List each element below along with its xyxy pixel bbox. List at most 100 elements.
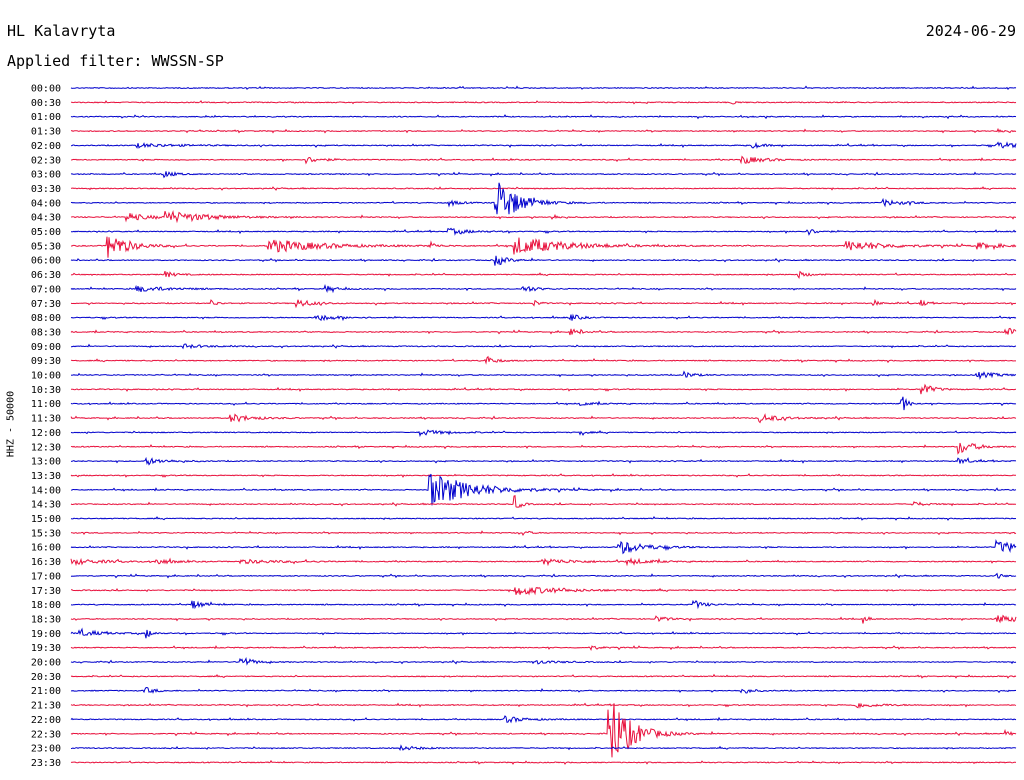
trace-line: [70, 702, 1017, 709]
trace-line: [70, 383, 1017, 395]
row-label: 14:30: [31, 500, 61, 511]
row-label: 00:00: [31, 84, 61, 95]
row-label: 14:00: [31, 485, 61, 496]
trace-line: [70, 473, 1017, 478]
trace-line: [70, 355, 1016, 365]
row-label: 07:30: [31, 299, 61, 310]
row-label: 09:30: [31, 356, 61, 367]
row-label: 01:00: [31, 112, 61, 123]
row-label: 17:00: [31, 571, 61, 582]
trace-line: [70, 182, 1017, 215]
trace-line: [70, 284, 1017, 294]
trace-line: [70, 100, 1017, 105]
trace-line: [70, 141, 1017, 149]
trace-line: [70, 530, 1017, 537]
trace-line: [70, 456, 1017, 466]
trace-line: [70, 442, 1017, 455]
row-label: 05:30: [31, 241, 61, 252]
row-label: 04:00: [31, 198, 61, 209]
row-label: 01:30: [31, 127, 61, 138]
trace-line: [70, 557, 1017, 567]
trace-line: [70, 155, 1017, 165]
trace-line: [70, 255, 1017, 266]
row-label: 19:00: [31, 629, 61, 640]
row-label: 21:30: [31, 701, 61, 712]
row-label: 13:30: [31, 471, 61, 482]
row-labels: 00:00 00:30 01:00 01:30 02:00 02:30 03:00 03:30…: [31, 84, 61, 769]
trace-line: [70, 413, 1017, 424]
row-label: 19:30: [31, 643, 61, 654]
trace-line: [71, 236, 1017, 258]
row-label: 20:30: [31, 672, 61, 683]
trace-line: [71, 227, 1017, 236]
trace-line: [70, 270, 1017, 279]
row-label: 06:30: [31, 270, 61, 281]
row-label: 02:00: [31, 141, 61, 152]
trace-line: [71, 343, 1017, 350]
row-label: 07:00: [31, 284, 61, 295]
trace-line: [70, 572, 1017, 579]
row-label: 06:00: [31, 256, 61, 267]
row-label: 04:30: [31, 213, 61, 224]
trace-line: [70, 657, 1017, 666]
row-label: 08:00: [31, 313, 61, 324]
trace-lines: [70, 85, 1017, 765]
row-label: 16:00: [31, 543, 61, 554]
trace-line: [70, 85, 1017, 91]
trace-line: [70, 114, 1017, 120]
trace-line: [70, 759, 1017, 765]
trace-line: [70, 715, 1017, 724]
trace-line: [70, 429, 1017, 438]
trace-line: [70, 744, 1017, 751]
trace-line: [71, 586, 1017, 596]
station-title: HL Kalavryta: [7, 22, 116, 40]
trace-line: [70, 627, 1017, 639]
row-label: 11:00: [31, 399, 61, 410]
date-label: 2024-06-29: [925, 22, 1016, 40]
row-label: 09:00: [31, 342, 61, 353]
trace-line: [70, 313, 1017, 322]
row-label: 03:30: [31, 184, 61, 195]
row-label: 23:30: [31, 758, 61, 769]
row-label: 03:00: [31, 170, 61, 181]
row-label: 17:30: [31, 586, 61, 597]
row-label: 16:30: [31, 557, 61, 568]
row-label: 13:00: [31, 457, 61, 468]
trace-line: [70, 396, 1017, 411]
row-label: 18:30: [31, 614, 61, 625]
row-label: 00:30: [31, 98, 61, 109]
trace-line: [70, 614, 1017, 624]
trace-line: [70, 171, 1017, 179]
trace-line: [70, 538, 1017, 555]
filter-label: Applied filter: WWSSN-SP: [7, 52, 224, 70]
row-label: 10:00: [31, 371, 61, 382]
trace-line: [70, 645, 1017, 652]
trace-line: [70, 186, 1017, 191]
row-label: 15:00: [31, 514, 61, 525]
row-label: 02:30: [31, 155, 61, 166]
trace-line: [70, 210, 1017, 224]
row-label: 05:00: [31, 227, 61, 238]
row-label: 11:30: [31, 414, 61, 425]
row-label: 12:30: [31, 442, 61, 453]
trace-line: [70, 370, 1016, 381]
trace-line: [70, 703, 1017, 758]
row-label: 22:00: [31, 715, 61, 726]
trace-line: [70, 127, 1017, 134]
row-label: 23:00: [31, 744, 61, 755]
row-label: 08:30: [31, 327, 61, 338]
trace-line: [70, 599, 1017, 610]
trace-line: [70, 673, 1017, 679]
trace-line: [70, 686, 1017, 694]
trace-line: [70, 515, 1017, 521]
row-label: 20:00: [31, 658, 61, 669]
trace-line: [70, 298, 1016, 309]
row-label: 22:30: [31, 729, 61, 740]
trace-line: [70, 327, 1017, 336]
row-label: 18:00: [31, 600, 61, 611]
row-label: 10:30: [31, 385, 61, 396]
trace-line: [70, 494, 1017, 509]
row-label: 15:30: [31, 528, 61, 539]
trace-line: [70, 473, 1017, 506]
